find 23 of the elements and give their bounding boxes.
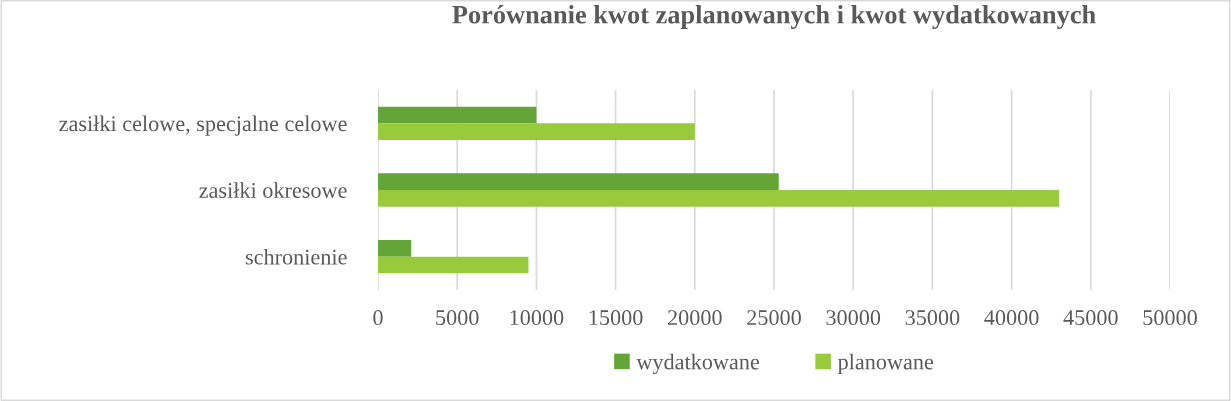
bar xyxy=(378,240,412,257)
x-tick-label: 50000 xyxy=(1143,310,1197,326)
x-tick-label: 15000 xyxy=(589,310,643,326)
bar xyxy=(378,173,779,190)
bar xyxy=(378,256,529,274)
bar xyxy=(378,123,695,140)
y-tick-label: schronienie xyxy=(245,248,347,265)
x-tick-label: 20000 xyxy=(668,310,722,326)
bar xyxy=(378,106,537,124)
y-tick-label: zasiłki okresowe xyxy=(199,182,347,198)
bar xyxy=(378,190,1060,207)
x-tick-label: 40000 xyxy=(984,310,1039,326)
x-tick-label: 25000 xyxy=(747,310,801,326)
y-tick-label: zasiłki celowe, specjalne celowe xyxy=(59,115,347,136)
x-tick-label: 0 xyxy=(373,310,383,326)
x-tick-label: 35000 xyxy=(905,310,960,326)
x-tick-label: 10000 xyxy=(510,310,564,326)
x-tick-label: 5000 xyxy=(436,310,479,326)
chart-title: Porównanie kwot zaplanowanych i kwot wydatkowanych xyxy=(452,5,1096,30)
legend-label: wydatkowane xyxy=(636,353,760,374)
legend-label: planowane xyxy=(837,353,934,374)
x-tick-label: 30000 xyxy=(826,310,881,326)
x-tick-label: 45000 xyxy=(1063,310,1118,326)
